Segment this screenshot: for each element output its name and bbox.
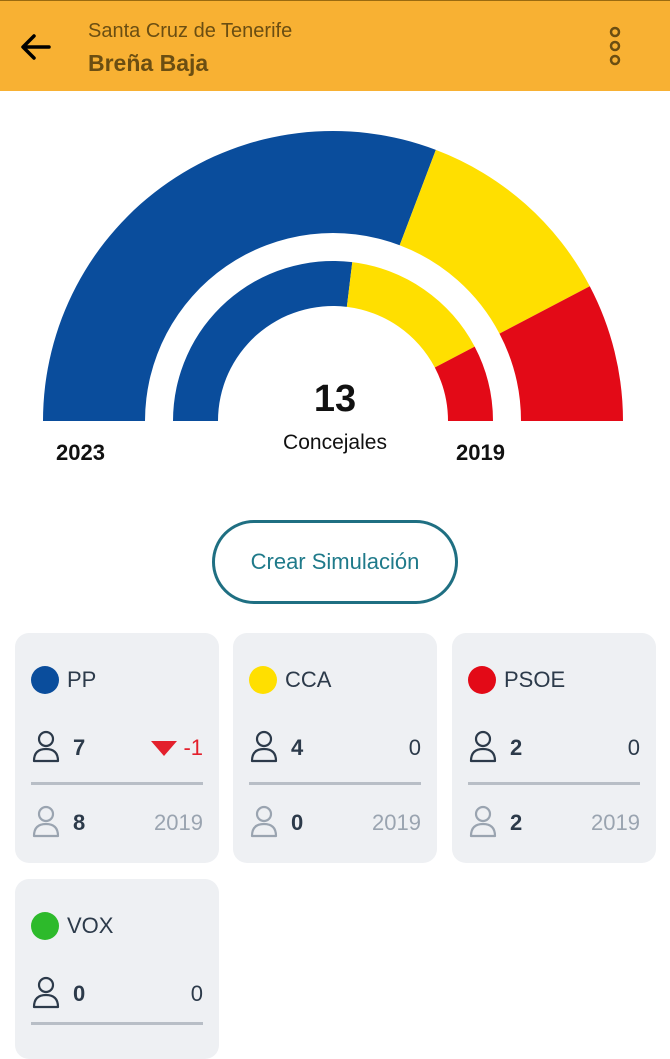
party-card-psoe[interactable]: PSOE 2 0 2 2019 [452, 633, 656, 863]
current-seats-row: 7 -1 [31, 729, 203, 765]
down-arrow-icon [151, 741, 177, 756]
party-name: CCA [285, 667, 332, 692]
seat-count: 0 [73, 981, 86, 1006]
hemicycle-segment-2019-cca [399, 149, 590, 334]
person-icon [32, 976, 60, 1009]
year-label-2019: 2019 [456, 440, 505, 465]
divider [468, 782, 640, 785]
previous-seat-count: 0 [291, 810, 304, 835]
party-card-vox[interactable]: VOX 0 0 [15, 879, 219, 1059]
party-name: PP [67, 667, 97, 692]
previous-year: 2019 [154, 810, 203, 835]
current-seats-row: 0 0 [31, 975, 203, 1011]
seat-change: 0 [408, 735, 421, 760]
municipality-title: Breña Baja [88, 50, 209, 76]
seat-count: 7 [73, 735, 86, 760]
party-card-cca[interactable]: CCA 4 0 0 2019 [233, 633, 437, 863]
more-menu-button[interactable] [600, 25, 630, 69]
create-simulation-button[interactable]: Crear Simulación [212, 520, 458, 604]
divider [31, 1022, 203, 1025]
divider [249, 782, 421, 785]
previous-seat-count: 8 [73, 810, 86, 835]
person-icon [250, 730, 278, 763]
hemicycle-segment-2019-psoe [499, 286, 623, 421]
party-color-dot [31, 912, 59, 940]
previous-seat-count: 2 [510, 810, 523, 835]
current-seats-row: 2 0 [468, 729, 640, 765]
hemicycle-segment-2023-psoe [434, 346, 493, 421]
party-color-dot [31, 666, 59, 694]
seat-change: -1 [183, 735, 203, 760]
seat-count: 2 [510, 735, 523, 760]
previous-seats-row: 0 2019 [249, 804, 421, 840]
person-icon [469, 805, 497, 838]
hemicycle-segment-2019-pp [43, 130, 436, 421]
divider [31, 782, 203, 785]
person-icon [32, 730, 60, 763]
province-subtitle: Santa Cruz de Tenerife [88, 20, 293, 42]
person-icon [250, 805, 278, 838]
total-seats: 13 [313, 378, 357, 420]
hemicycle-segment-2023-cca [346, 262, 475, 368]
person-icon [32, 805, 60, 838]
seat-count: 4 [291, 735, 304, 760]
party-color-dot [468, 666, 496, 694]
previous-year: 2019 [372, 810, 421, 835]
current-seats-row: 4 0 [249, 729, 421, 765]
party-name: PSOE [504, 667, 566, 692]
hemicycle-segment-2023-pp [173, 261, 353, 421]
app-bar: Santa Cruz de Tenerife Breña Baja [0, 0, 670, 91]
previous-seats-row: 8 2019 [31, 804, 203, 840]
year-label-2023: 2023 [56, 440, 105, 465]
arrow-left-icon [21, 34, 51, 60]
person-icon [469, 730, 497, 763]
back-button[interactable] [16, 27, 56, 67]
party-color-dot [249, 666, 277, 694]
total-seats-label: Concejales [283, 431, 387, 454]
seat-hemicycle-chart [43, 130, 623, 421]
seat-change: 0 [190, 981, 203, 1006]
previous-seats-row: 2 2019 [468, 804, 640, 840]
party-card-pp[interactable]: PP 7 -1 8 2019 [15, 633, 219, 863]
previous-year: 2019 [591, 810, 640, 835]
more-vert-icon [609, 26, 621, 66]
party-name: VOX [67, 913, 114, 938]
seat-change: 0 [627, 735, 640, 760]
